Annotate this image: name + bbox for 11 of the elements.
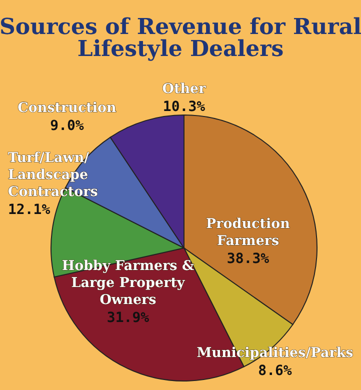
slice-label: Hobby Farmers & Large Property Owners — [62, 258, 194, 308]
data-label: 9.0% — [50, 118, 84, 134]
slice-label: Construction — [18, 100, 117, 116]
data-label: 31.9% — [106, 310, 150, 326]
chart-title: Sources of Revenue for Rural Lifestyle Dealers — [0, 14, 361, 62]
slice-label: Production Farmers — [206, 216, 290, 249]
data-label: 10.3% — [162, 99, 206, 115]
data-label: 8.6% — [258, 363, 292, 379]
data-label: 38.3% — [226, 251, 270, 267]
data-label: 12.1% — [8, 202, 51, 218]
slice-label: Other — [162, 81, 207, 97]
